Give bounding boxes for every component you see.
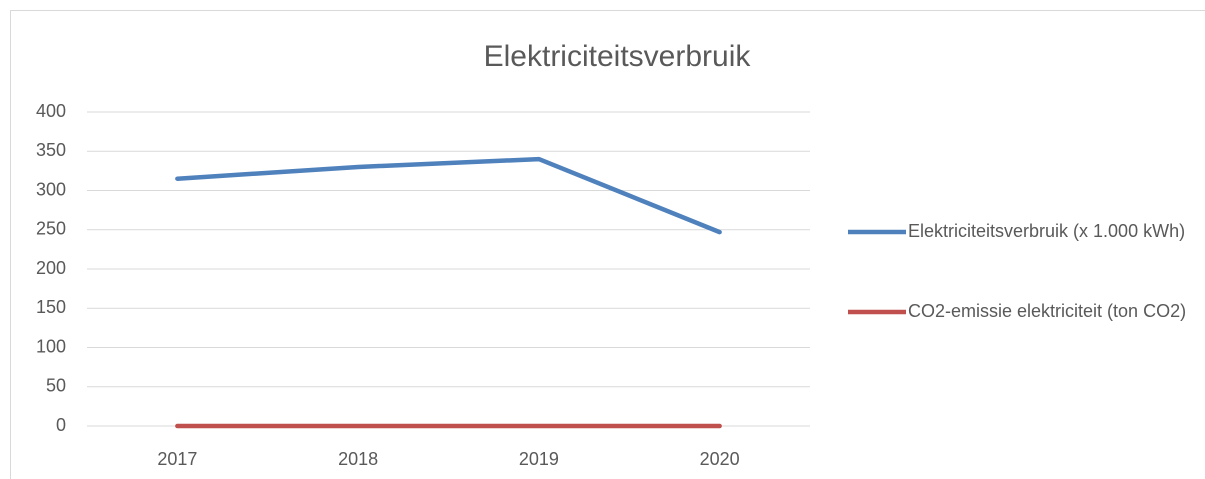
legend-label: Elektriciteitsverbruik (x 1.000 kWh) (908, 221, 1186, 241)
x-tick-label: 2018 (338, 449, 378, 469)
x-tick-label: 2020 (700, 449, 740, 469)
y-tick-label: 400 (36, 101, 66, 121)
chart-title: Elektriciteitsverbruik (484, 40, 752, 73)
x-tick-label: 2017 (157, 449, 197, 469)
y-tick-label: 200 (36, 258, 66, 278)
y-tick-label: 250 (36, 219, 66, 239)
y-tick-label: 350 (36, 140, 66, 160)
y-tick-label: 50 (46, 376, 66, 396)
legend-label: CO2-emissie elektriciteit (ton CO2) (908, 301, 1187, 321)
y-tick-label: 100 (36, 336, 66, 356)
y-tick-label: 150 (36, 297, 66, 317)
y-tick-label: 0 (56, 415, 66, 435)
chart-border (10, 10, 1205, 479)
series-line (175, 156, 722, 235)
x-tick-label: 2019 (519, 449, 559, 469)
y-tick-label: 300 (36, 179, 66, 199)
